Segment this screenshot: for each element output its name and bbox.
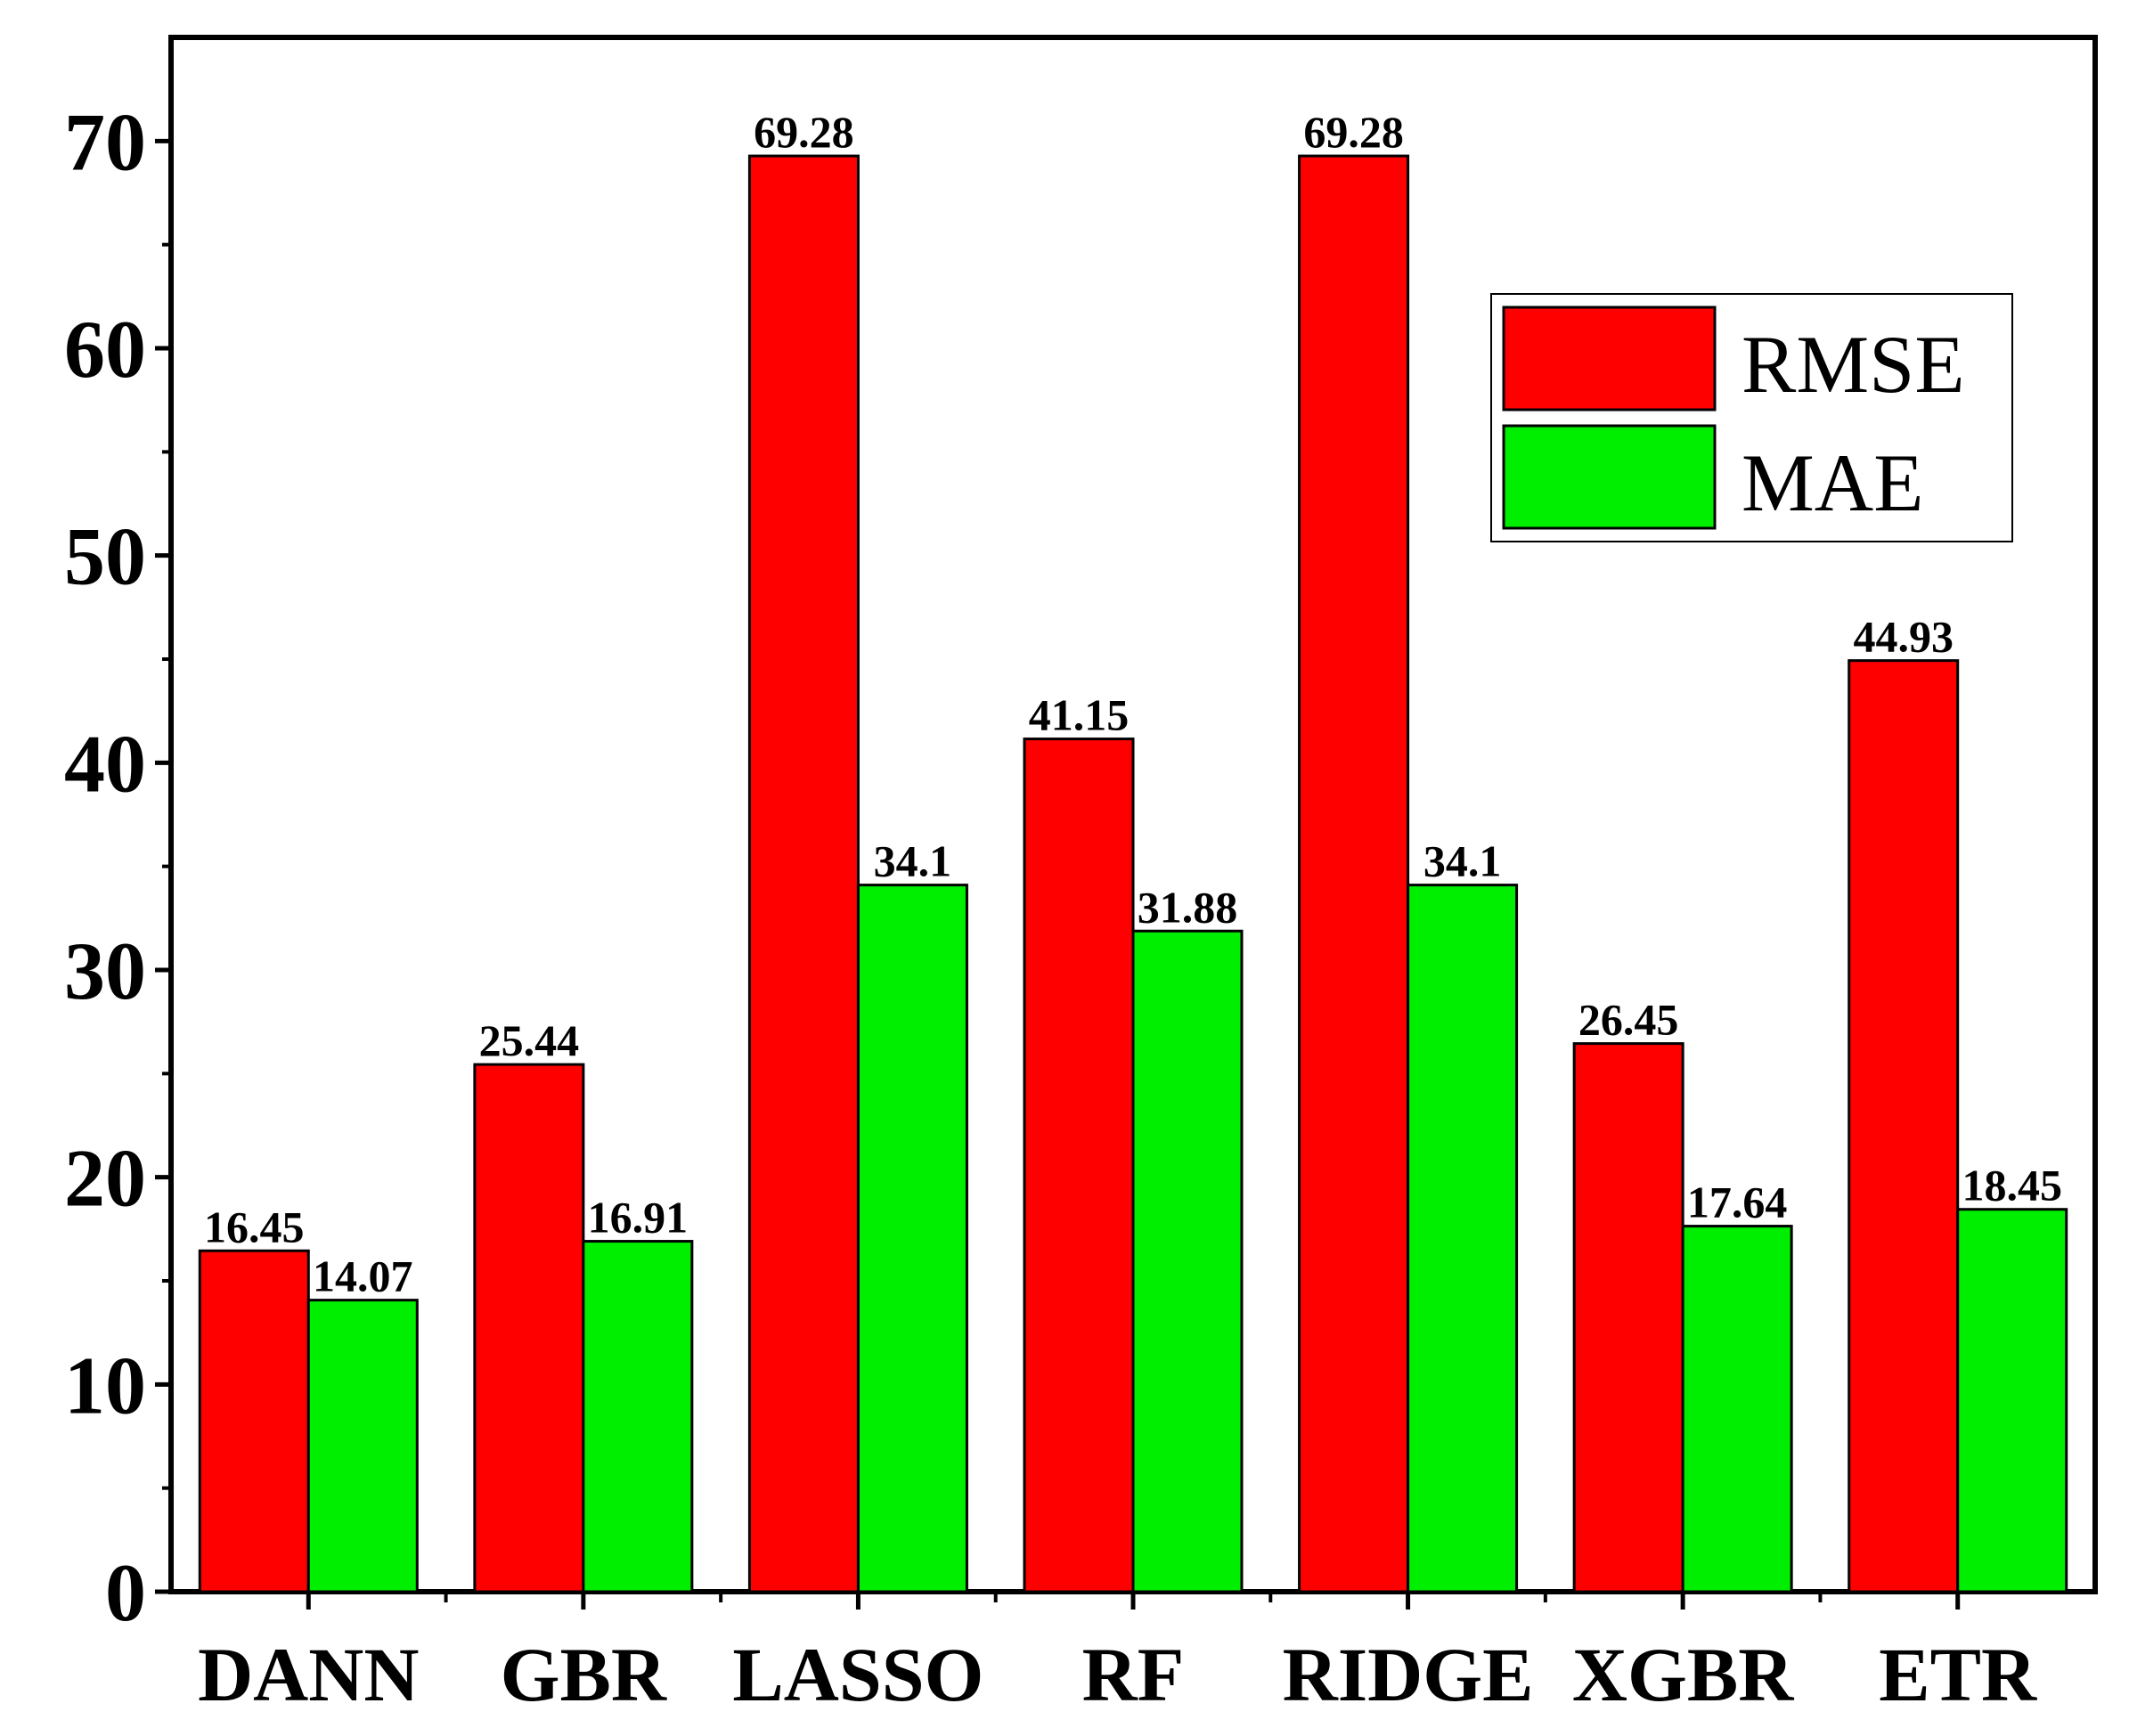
bar-rmse-lasso xyxy=(747,154,860,1593)
y-tick-label: 20 xyxy=(64,1133,146,1224)
bars xyxy=(198,154,2068,1593)
y-axis-ticks: 0 10 20 30 40 50 60 70 xyxy=(64,96,171,1638)
bar-rmse-ridge xyxy=(1298,154,1410,1593)
data-label-rmse-gbr: 25.44 xyxy=(479,1015,580,1065)
data-label-mae-gbr: 16.91 xyxy=(588,1193,689,1243)
data-label-rmse-lasso: 69.28 xyxy=(754,107,854,157)
bar-mae-gbr xyxy=(582,1240,694,1593)
data-label-mae-rf: 31.88 xyxy=(1138,882,1238,932)
data-label-mae-ridge: 34.1 xyxy=(1423,836,1502,886)
legend: RMSE MAE xyxy=(1490,293,2013,542)
x-tick-label: RF xyxy=(1082,1632,1185,1717)
bar-rmse-gbr xyxy=(473,1063,585,1593)
x-tick-label: LASSO xyxy=(732,1632,983,1717)
bar-mae-rf xyxy=(1131,929,1244,1593)
data-label-rmse-xgbr: 26.45 xyxy=(1578,995,1679,1045)
data-label-rmse-dann: 16.45 xyxy=(204,1202,305,1251)
data-label-mae-etr: 18.45 xyxy=(1962,1161,2062,1210)
x-tick-label: RIDGE xyxy=(1283,1632,1534,1717)
data-label-rmse-etr: 44.93 xyxy=(1853,612,1954,662)
legend-label-mae: MAE xyxy=(1742,437,1923,528)
bar-mae-ridge xyxy=(1407,884,1519,1593)
y-tick-label: 30 xyxy=(64,925,146,1016)
legend-label-rmse: RMSE xyxy=(1742,319,1965,410)
x-tick-label: DANN xyxy=(198,1632,419,1717)
bar-mae-dann xyxy=(306,1299,419,1593)
data-label-mae-xgbr: 17.64 xyxy=(1687,1178,1788,1227)
legend-swatch-rmse xyxy=(1502,306,1717,412)
y-tick-label: 70 xyxy=(64,96,146,187)
y-tick-label: 10 xyxy=(64,1340,146,1430)
y-tick-label: 60 xyxy=(64,304,146,395)
bar-rmse-dann xyxy=(198,1249,310,1593)
data-label-mae-dann: 14.07 xyxy=(313,1251,413,1301)
y-tick-label: 40 xyxy=(64,718,146,809)
bar-rmse-etr xyxy=(1848,659,1960,1593)
data-label-rmse-rf: 41.15 xyxy=(1029,690,1130,740)
bar-rmse-xgbr xyxy=(1572,1042,1684,1593)
x-tick-label: GBR xyxy=(501,1632,667,1717)
bar-mae-etr xyxy=(1956,1208,2068,1593)
bar-mae-xgbr xyxy=(1681,1225,1793,1593)
x-tick-label: XGBR xyxy=(1572,1632,1794,1717)
bar-mae-lasso xyxy=(856,884,968,1593)
data-label-rmse-ridge: 69.28 xyxy=(1303,107,1404,157)
y-tick-label: 50 xyxy=(64,511,146,602)
data-label-mae-lasso: 34.1 xyxy=(874,836,952,886)
legend-swatch-mae xyxy=(1502,424,1717,530)
bar-rmse-rf xyxy=(1023,738,1135,1593)
x-tick-label: ETR xyxy=(1879,1632,2037,1717)
x-axis-ticks: DANN GBR LASSO RF RIDGE XGBR ETR xyxy=(198,1592,2037,1717)
y-tick-label: 0 xyxy=(105,1547,146,1638)
